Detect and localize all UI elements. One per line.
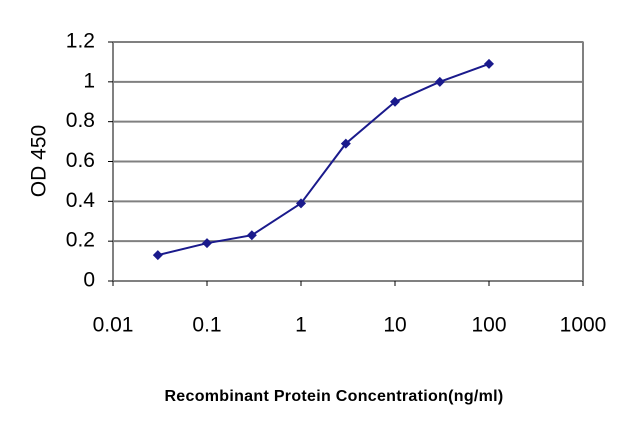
x-tick-label: 1 [295, 314, 307, 337]
data-point [202, 238, 212, 249]
y-axis-label: OD 450 [28, 125, 51, 197]
x-tick-label: 100 [471, 314, 506, 337]
x-tick-label: 10 [383, 314, 406, 337]
y-tick-label: 0.4 [66, 189, 96, 212]
data-point [246, 230, 257, 241]
y-tick-label: 0.8 [66, 109, 95, 132]
x-axis-label: Recombinant Protein Concentration(ng/ml) [164, 388, 503, 405]
y-tick-label: 1.2 [66, 30, 95, 53]
data-point [340, 138, 351, 149]
y-tick-label: 0.2 [66, 229, 95, 252]
data-point [434, 76, 445, 87]
y-tick-label: 1 [83, 69, 95, 92]
data-point [390, 96, 400, 107]
data-line [157, 62, 490, 257]
x-tick-label: 1000 [560, 314, 607, 337]
y-tick-label: 0.6 [66, 149, 95, 172]
y-tick-label: 0 [83, 269, 95, 292]
data-point [484, 58, 494, 69]
x-tick-label: 0.01 [93, 314, 134, 337]
x-tick-label: 0.1 [192, 314, 221, 337]
data-point [296, 198, 306, 209]
data-point [152, 250, 163, 261]
